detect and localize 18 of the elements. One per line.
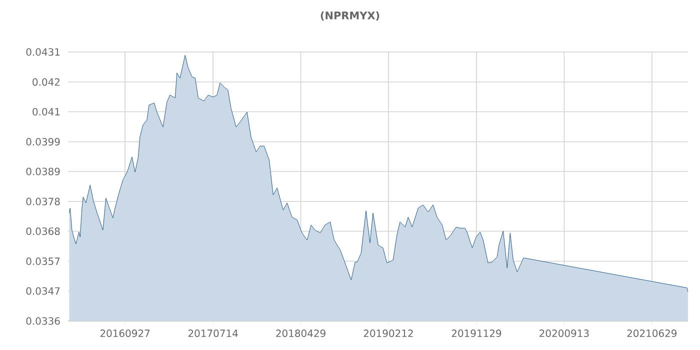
- y-tick-label: 0.042: [32, 78, 60, 86]
- x-tick-label: 20160927: [100, 330, 150, 338]
- x-tick-label: 20200913: [540, 330, 589, 338]
- x-tick-label: 20190212: [364, 330, 413, 338]
- x-tick-label: 20170714: [188, 330, 238, 338]
- x-tick-label: 20180429: [276, 330, 326, 338]
- x-tick-label: 20210629: [627, 330, 677, 338]
- x-tick-label: 20191129: [452, 330, 502, 338]
- chart-title: (NPRMYX): [320, 11, 380, 21]
- y-tick-label: 0.0389: [26, 168, 60, 176]
- y-tick-label: 0.0399: [26, 138, 60, 146]
- y-tick-label: 0.041: [32, 108, 60, 116]
- y-tick-label: 0.0368: [26, 227, 60, 236]
- y-tick-label: 0.0431: [26, 48, 60, 56]
- y-tick-label: 0.0336: [26, 317, 60, 325]
- y-tick-label: 0.0347: [26, 287, 60, 295]
- y-tick-label: 0.0378: [26, 198, 60, 206]
- y-tick-label: 0.0357: [26, 257, 60, 266]
